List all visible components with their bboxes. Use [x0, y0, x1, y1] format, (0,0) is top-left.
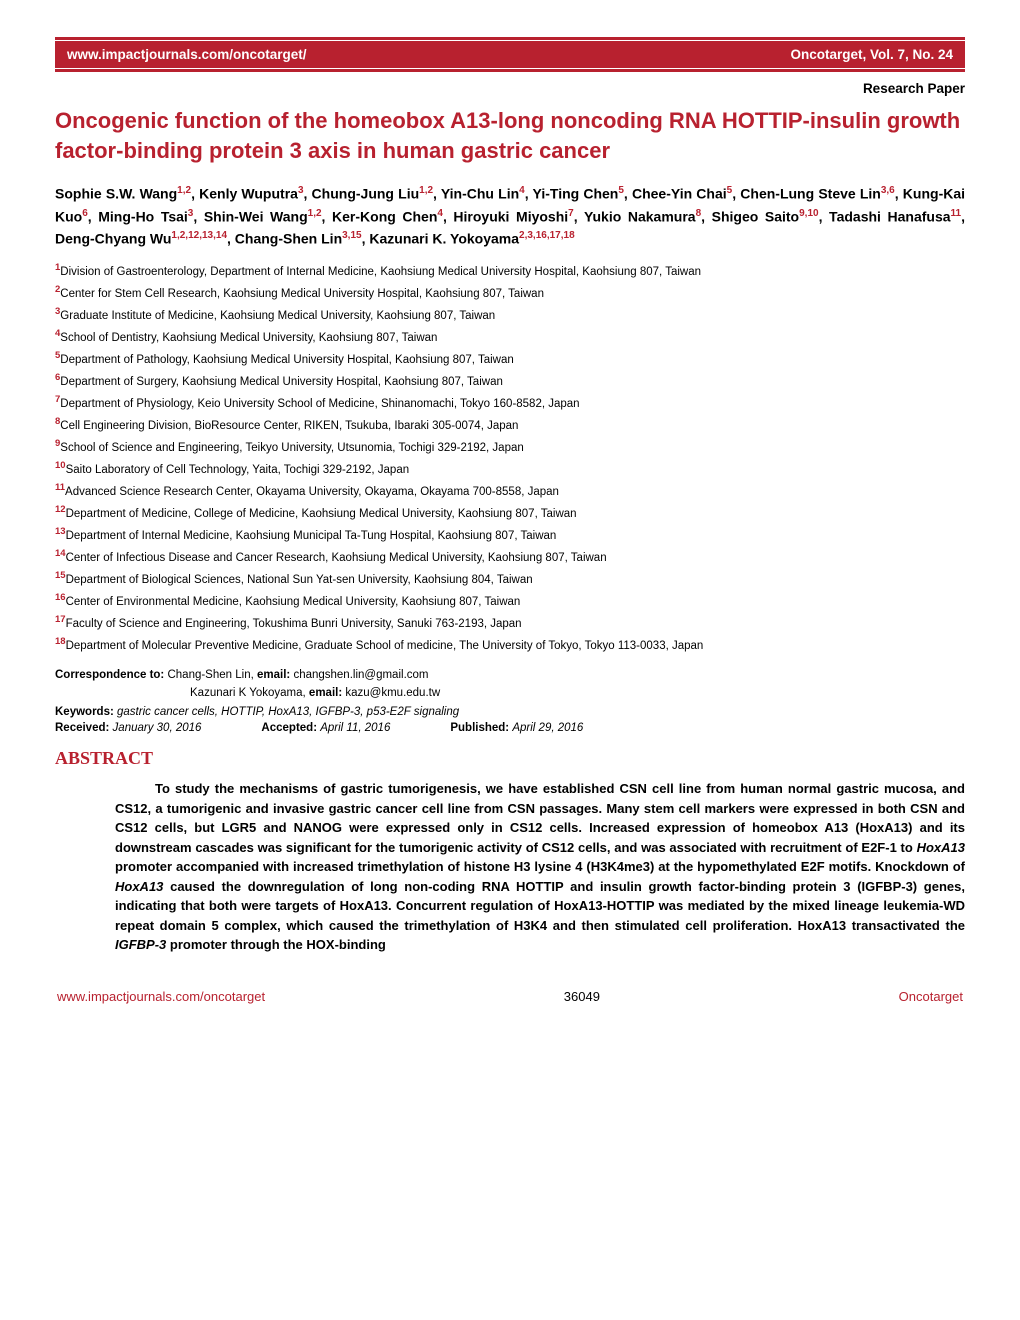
affiliation-line: 11Advanced Science Research Center, Okay… — [55, 480, 965, 502]
affiliations-list: 1Division of Gastroenterology, Departmen… — [55, 260, 965, 655]
page-container: www.impactjournals.com/oncotarget/ Oncot… — [0, 0, 1020, 1034]
header-journal: Oncotarget, Vol. 7, No. 24 — [790, 47, 953, 62]
accepted: Accepted: April 11, 2016 — [261, 722, 390, 734]
affiliation-line: 8Cell Engineering Division, BioResource … — [55, 414, 965, 436]
affiliation-line: 17Faculty of Science and Engineering, To… — [55, 612, 965, 634]
affiliation-text: Cell Engineering Division, BioResource C… — [60, 420, 518, 432]
affiliation-line: 6Department of Surgery, Kaohsiung Medica… — [55, 370, 965, 392]
affiliation-number: 15 — [55, 570, 66, 581]
affiliation-number: 17 — [55, 614, 66, 625]
affiliation-text: Department of Internal Medicine, Kaohsiu… — [66, 530, 557, 542]
affiliation-line: 7Department of Physiology, Keio Universi… — [55, 392, 965, 414]
affiliation-line: 12Department of Medicine, College of Med… — [55, 502, 965, 524]
header-bar: www.impactjournals.com/oncotarget/ Oncot… — [55, 40, 965, 69]
affiliation-line: 3Graduate Institute of Medicine, Kaohsiu… — [55, 304, 965, 326]
affiliation-line: 4School of Dentistry, Kaohsiung Medical … — [55, 326, 965, 348]
affiliation-number: 18 — [55, 636, 66, 647]
affiliation-text: Center for Stem Cell Research, Kaohsiung… — [60, 288, 544, 300]
affiliation-text: Department of Pathology, Kaohsiung Medic… — [60, 354, 513, 366]
affiliation-text: School of Science and Engineering, Teiky… — [60, 442, 523, 454]
affiliation-text: Department of Surgery, Kaohsiung Medical… — [60, 376, 503, 388]
affiliation-text: Division of Gastroenterology, Department… — [60, 266, 701, 278]
header-url: www.impactjournals.com/oncotarget/ — [67, 47, 307, 62]
affiliation-number: 16 — [55, 592, 66, 603]
authors-block: Sophie S.W. Wang1,2, Kenly Wuputra3, Chu… — [55, 183, 965, 250]
affiliation-line: 13Department of Internal Medicine, Kaohs… — [55, 524, 965, 546]
corr-email-label-2: email: — [309, 687, 342, 699]
abstract-heading: ABSTRACT — [55, 748, 965, 769]
published: Published: April 29, 2016 — [450, 722, 583, 734]
affiliation-text: Department of Biological Sciences, Natio… — [66, 574, 533, 586]
published-value: April 29, 2016 — [512, 722, 583, 734]
affiliation-number: 10 — [55, 460, 66, 471]
affiliation-text: Center of Environmental Medicine, Kaohsi… — [66, 596, 521, 608]
affiliation-text: Faculty of Science and Engineering, Toku… — [66, 617, 522, 629]
affiliation-line: 9School of Science and Engineering, Teik… — [55, 436, 965, 458]
keywords-label: Keywords: — [55, 706, 114, 718]
affiliation-text: Saito Laboratory of Cell Technology, Yai… — [66, 464, 410, 476]
affiliation-line: 5Department of Pathology, Kaohsiung Medi… — [55, 348, 965, 370]
correspondence-label: Correspondence to: — [55, 669, 164, 681]
affiliation-text: School of Dentistry, Kaohsiung Medical U… — [60, 332, 437, 344]
article-title: Oncogenic function of the homeobox A13-l… — [55, 106, 965, 165]
affiliation-line: 1Division of Gastroenterology, Departmen… — [55, 260, 965, 282]
received: Received: January 30, 2016 — [55, 722, 201, 734]
received-value: January 30, 2016 — [113, 722, 202, 734]
received-label: Received: — [55, 722, 109, 734]
corr-email-1: changshen.lin@gmail.com — [293, 669, 428, 681]
corr-email-2: kazu@kmu.edu.tw — [345, 687, 440, 699]
corr-line-2: Kazunari K Yokoyama, email: kazu@kmu.edu… — [55, 684, 965, 702]
affiliation-text: Advanced Science Research Center, Okayam… — [65, 486, 559, 498]
affiliation-line: 2Center for Stem Cell Research, Kaohsiun… — [55, 282, 965, 304]
affiliation-line: 15Department of Biological Sciences, Nat… — [55, 568, 965, 590]
corr-name-1: Chang-Shen Lin, — [167, 669, 253, 681]
affiliation-line: 16Center of Environmental Medicine, Kaoh… — [55, 590, 965, 612]
correspondence: Correspondence to: Chang-Shen Lin, email… — [55, 666, 965, 703]
dates-row: Received: January 30, 2016 Accepted: Apr… — [55, 722, 965, 734]
corr-email-label-1: email: — [257, 669, 290, 681]
affiliation-text: Department of Medicine, College of Medic… — [66, 508, 577, 520]
affiliation-text: Graduate Institute of Medicine, Kaohsiun… — [60, 310, 495, 322]
affiliation-number: 12 — [55, 504, 66, 515]
keywords: Keywords: gastric cancer cells, HOTTIP, … — [55, 706, 965, 718]
accepted-value: April 11, 2016 — [320, 722, 390, 734]
affiliation-text: Center of Infectious Disease and Cancer … — [66, 552, 607, 564]
affiliation-line: 14Center of Infectious Disease and Cance… — [55, 546, 965, 568]
affiliation-text: Department of Molecular Preventive Medic… — [66, 639, 704, 651]
affiliation-number: 13 — [55, 526, 66, 537]
corr-name-2: Kazunari K Yokoyama, — [190, 687, 306, 699]
abstract-body: To study the mechanisms of gastric tumor… — [55, 779, 965, 955]
published-label: Published: — [450, 722, 509, 734]
affiliation-number: 11 — [55, 482, 65, 493]
keywords-value: gastric cancer cells, HOTTIP, HoxA13, IG… — [117, 706, 459, 718]
page-footer: www.impactjournals.com/oncotarget 36049 … — [55, 989, 965, 1004]
affiliation-line: 10Saito Laboratory of Cell Technology, Y… — [55, 458, 965, 480]
affiliation-text: Department of Physiology, Keio Universit… — [60, 398, 579, 410]
footer-url: www.impactjournals.com/oncotarget — [57, 989, 265, 1004]
accepted-label: Accepted: — [261, 722, 317, 734]
affiliation-number: 14 — [55, 548, 66, 559]
footer-journal: Oncotarget — [899, 989, 963, 1004]
paper-type: Research Paper — [55, 81, 965, 96]
affiliation-line: 18Department of Molecular Preventive Med… — [55, 634, 965, 656]
footer-page-number: 36049 — [564, 989, 600, 1004]
